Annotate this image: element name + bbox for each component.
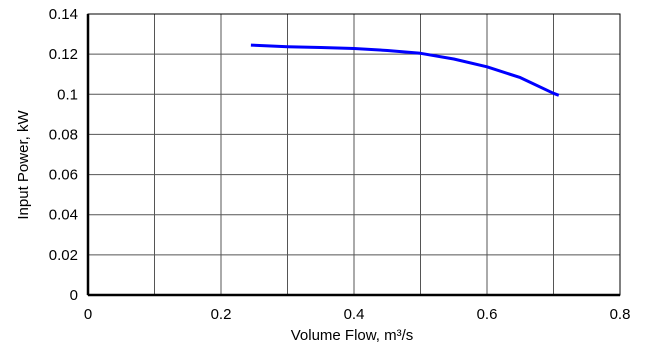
- x-tick-labels: 0 0.2 0.4 0.6 0.8: [84, 306, 631, 323]
- y-axis-title: Input Power, kW: [15, 110, 32, 220]
- y-tick-label: 0.14: [49, 6, 78, 23]
- y-tick-label: 0.1: [57, 86, 78, 103]
- series-line: [250, 43, 560, 97]
- x-tick-label: 0.2: [211, 306, 232, 323]
- y-tick-label: 0.02: [49, 247, 78, 264]
- y-tick-label: 0: [70, 287, 78, 304]
- y-tick-label: 0.08: [49, 126, 78, 143]
- x-tick-label: 0.4: [344, 306, 365, 323]
- x-tick-label: 0: [84, 306, 92, 323]
- y-tick-label: 0.06: [49, 167, 78, 184]
- x-tick-label: 0.6: [477, 306, 498, 323]
- series-layer: [250, 43, 560, 97]
- y-tick-label: 0.12: [49, 46, 78, 63]
- x-axis-title: Volume Flow, m³/s: [291, 327, 414, 344]
- x-tick-label: 0.8: [610, 306, 631, 323]
- y-tick-label: 0.04: [49, 207, 78, 224]
- y-tick-labels: 0 0.02 0.04 0.06 0.08 0.1 0.12 0.14: [49, 6, 78, 304]
- grid: [88, 13, 620, 295]
